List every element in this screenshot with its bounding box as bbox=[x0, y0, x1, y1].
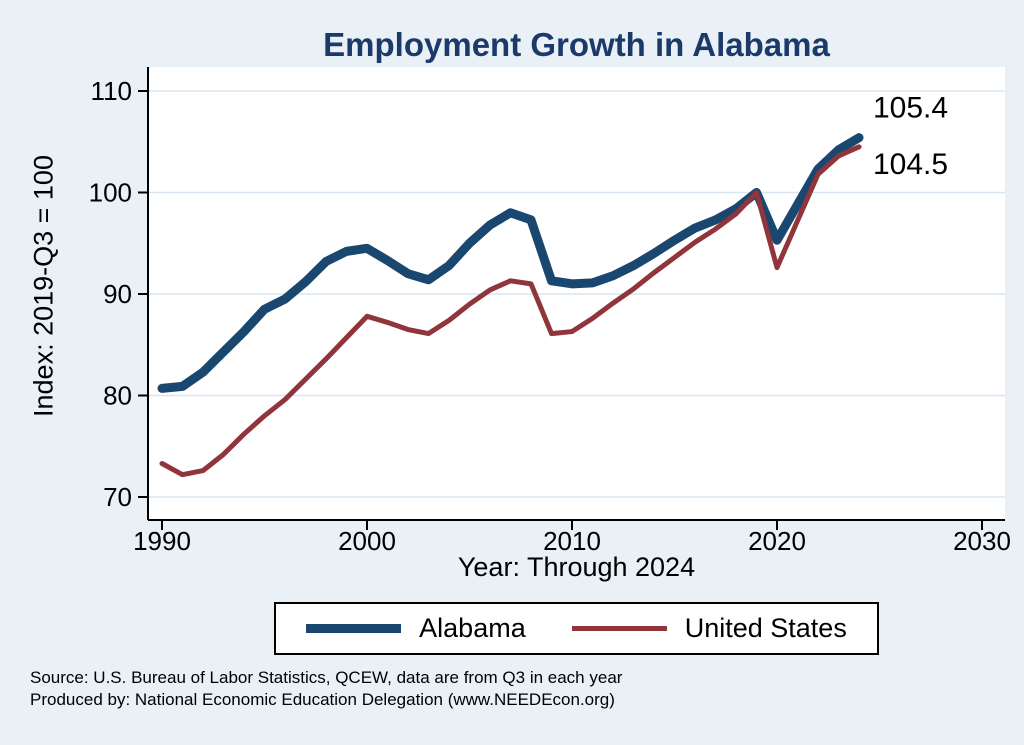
x-tick-label: 2030 bbox=[953, 526, 1011, 556]
legend-item-alabama: Alabama bbox=[306, 613, 526, 644]
source-note: Source: U.S. Bureau of Labor Statistics,… bbox=[30, 667, 622, 711]
united-states-line-swatch bbox=[571, 626, 667, 631]
chart-title: Employment Growth in Alabama bbox=[323, 26, 830, 63]
y-tick-label: 80 bbox=[103, 381, 132, 411]
y-tick-label: 110 bbox=[91, 76, 132, 106]
legend-item-united-states: United States bbox=[571, 613, 847, 644]
source-line: Source: U.S. Bureau of Labor Statistics,… bbox=[30, 668, 623, 687]
y-axis-title: Index: 2019-Q3 = 100 bbox=[28, 155, 59, 417]
end-label-alabama: 105.4 bbox=[873, 92, 948, 125]
plot-area: 70 80 90 100 110 1990 2000 2010 2020 2030 105.4 104… bbox=[89, 67, 1011, 556]
x-tick-label: 2020 bbox=[748, 526, 806, 556]
legend: Alabama United States bbox=[274, 602, 879, 655]
legend-wrap: Alabama United States bbox=[148, 602, 1005, 655]
end-label-united-states: 104.5 bbox=[873, 148, 948, 181]
y-tick-label: 90 bbox=[103, 279, 132, 309]
legend-label-alabama: Alabama bbox=[419, 613, 526, 643]
legend-label-united-states: United States bbox=[684, 613, 847, 643]
x-tick-label: 2000 bbox=[338, 526, 396, 556]
x-tick-label: 1990 bbox=[133, 526, 191, 556]
produced-by-line: Produced by: National Economic Education… bbox=[30, 690, 615, 709]
x-tick-label: 2010 bbox=[543, 526, 601, 556]
alabama-line-swatch bbox=[306, 624, 402, 633]
series-line-united-states bbox=[159, 144, 862, 478]
x-axis-title: Year: Through 2024 bbox=[457, 552, 696, 582]
y-tick-label: 70 bbox=[103, 482, 132, 512]
y-tick-label: 100 bbox=[89, 178, 132, 208]
